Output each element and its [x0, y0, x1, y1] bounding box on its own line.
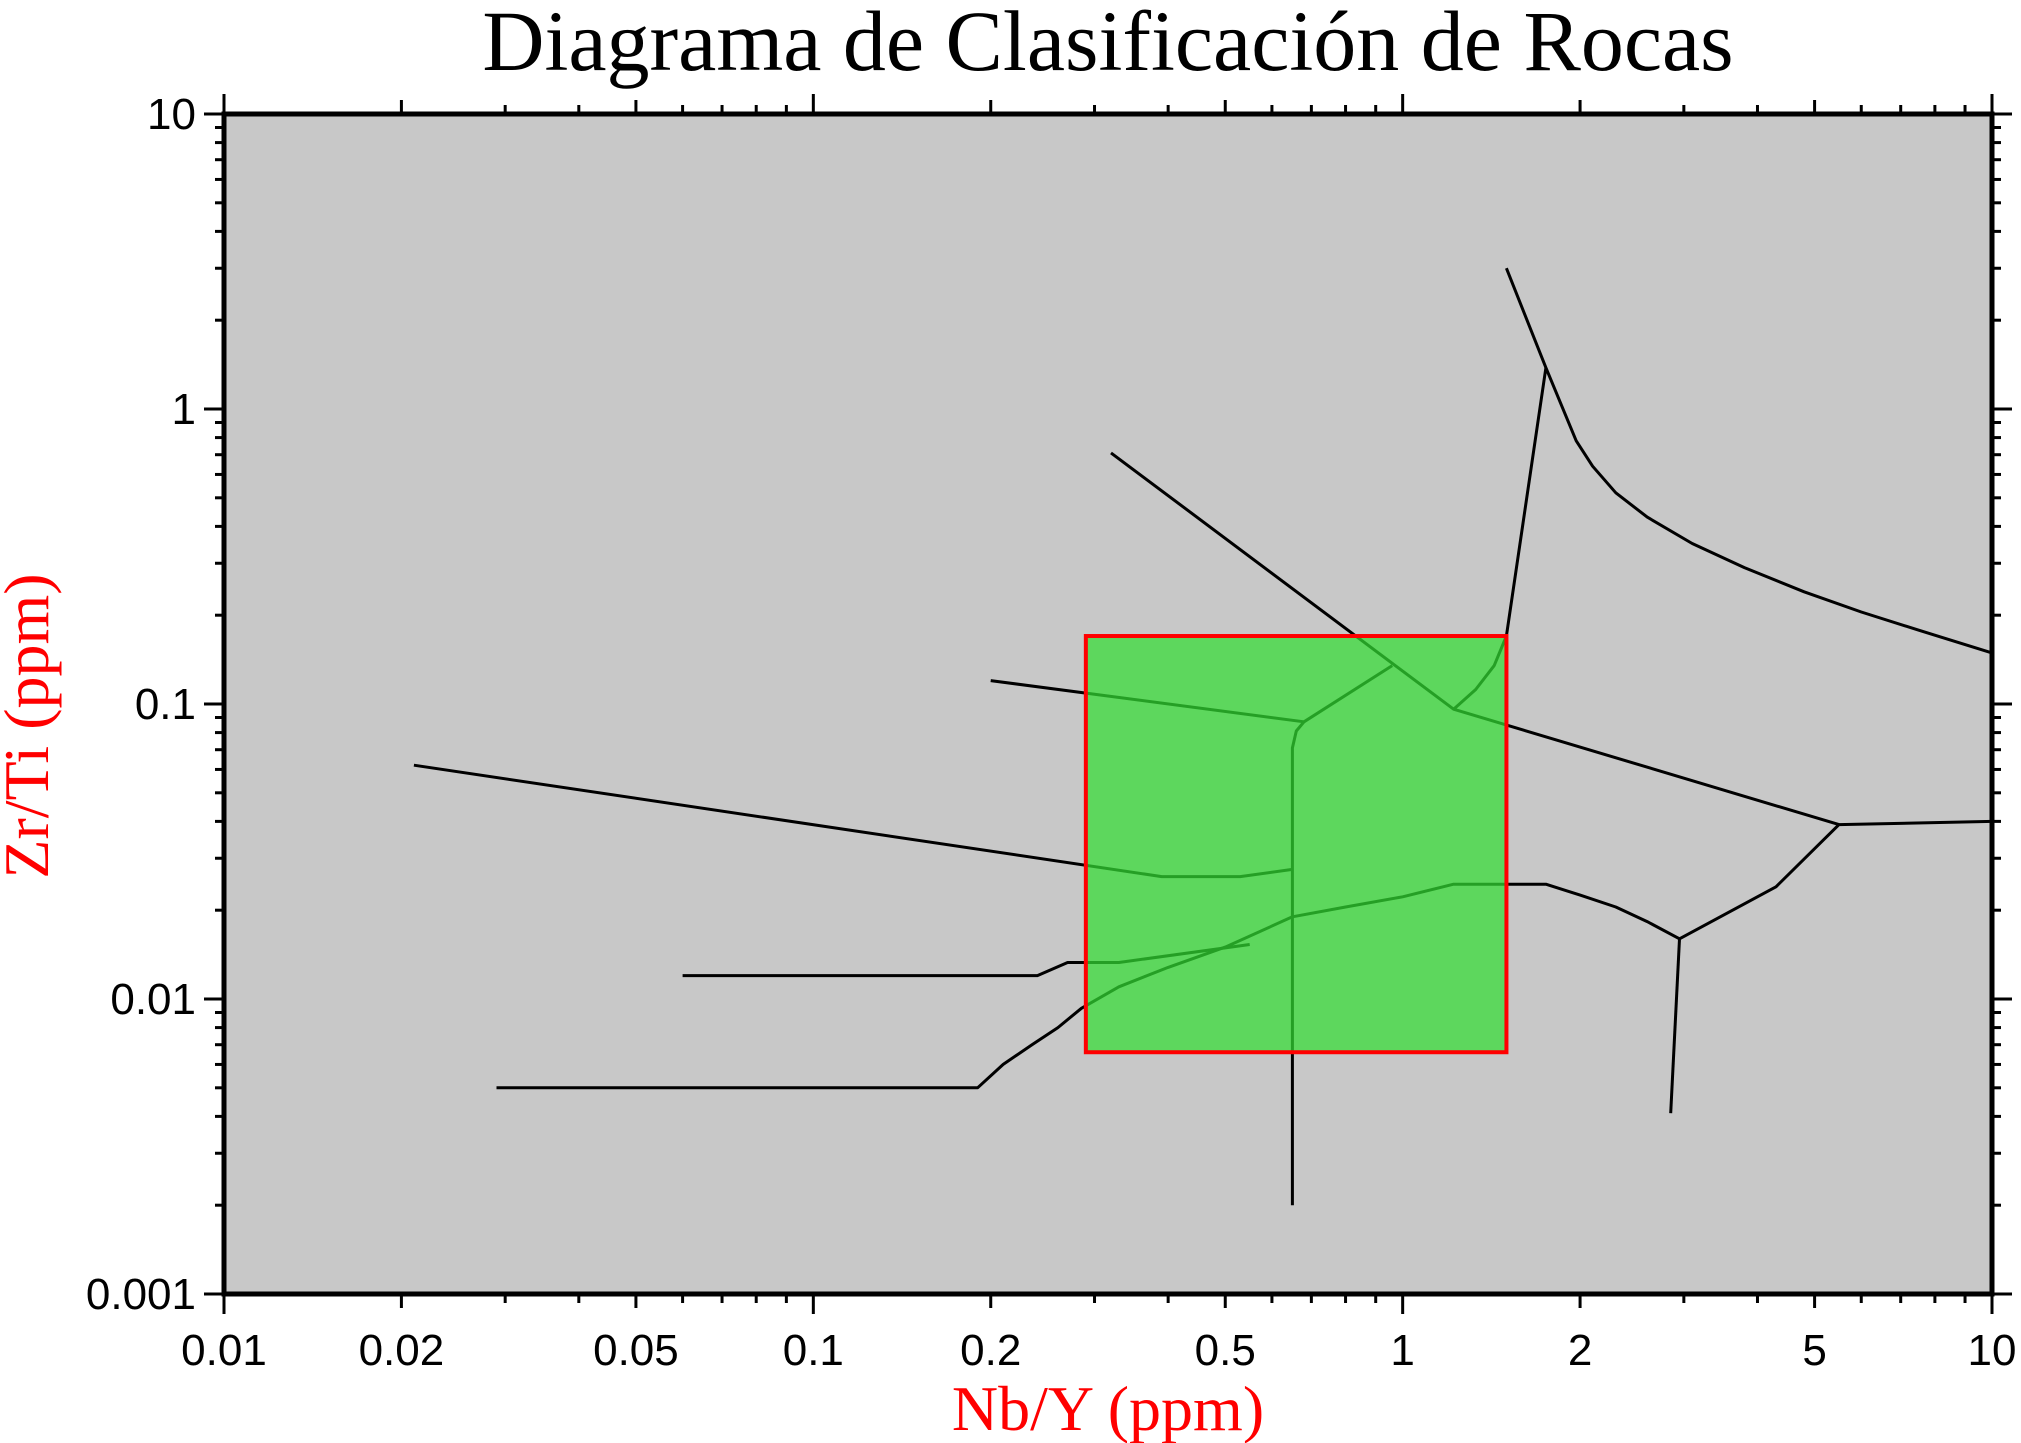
x-axis-label: Nb/Y (ppm)	[952, 1373, 1264, 1443]
x-tick-label: 10	[1968, 1326, 2017, 1375]
chart-title: Diagrama de Clasificación de Rocas	[482, 0, 1733, 89]
y-tick-label: 10	[147, 90, 196, 139]
x-tick-label: 0.2	[960, 1326, 1021, 1375]
y-axis-label: Zr/Ti (ppm)	[0, 573, 62, 878]
y-tick-label: 0.01	[110, 975, 196, 1024]
x-tick-label: 0.02	[359, 1326, 445, 1375]
x-tick-label: 2	[1568, 1326, 1592, 1375]
plot-frame	[221, 111, 1995, 1297]
highlight-rectangle	[1083, 634, 1509, 1055]
axis-ticks: 0.01 0.02 0.05 0.1 0.2 0.5 1 2 5 10 0.001 0.01 0.1 1 1…	[86, 90, 2017, 1375]
y-tick-label: 1	[172, 385, 196, 434]
x-tick-label: 1	[1390, 1326, 1414, 1375]
y-tick-label: 0.1	[135, 680, 196, 729]
x-tick-label: 5	[1802, 1326, 1826, 1375]
y-tick-label: 0.001	[86, 1270, 196, 1319]
x-tick-label: 0.01	[181, 1326, 267, 1375]
boundary-line	[1505, 267, 1993, 655]
x-tick-label: 0.1	[783, 1326, 844, 1375]
x-tick-label: 0.05	[593, 1326, 679, 1375]
boundary-line	[1669, 938, 1681, 1114]
x-tick-label: 0.5	[1195, 1326, 1256, 1375]
